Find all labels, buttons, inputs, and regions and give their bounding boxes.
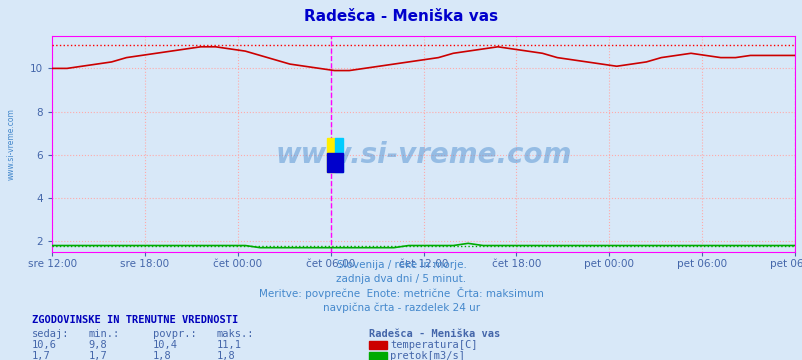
Text: ZGODOVINSKE IN TRENUTNE VREDNOSTI: ZGODOVINSKE IN TRENUTNE VREDNOSTI [32, 315, 238, 325]
Text: min.:: min.: [88, 329, 119, 339]
Text: temperatura[C]: temperatura[C] [390, 340, 477, 350]
Bar [326, 138, 334, 172]
Text: zadnja dva dni / 5 minut.: zadnja dva dni / 5 minut. [336, 274, 466, 284]
Text: 9,8: 9,8 [88, 340, 107, 350]
Bar [326, 153, 343, 172]
Text: sedaj:: sedaj: [32, 329, 70, 339]
Text: 1,7: 1,7 [88, 351, 107, 360]
Text: povpr.:: povpr.: [152, 329, 196, 339]
Text: pretok[m3/s]: pretok[m3/s] [390, 351, 464, 360]
Text: 10,4: 10,4 [152, 340, 177, 350]
Text: Radešca - Meniška vas: Radešca - Meniška vas [304, 9, 498, 24]
Text: maks.:: maks.: [217, 329, 254, 339]
Text: Meritve: povprečne  Enote: metrične  Črta: maksimum: Meritve: povprečne Enote: metrične Črta:… [259, 287, 543, 300]
Text: Radešca - Meniška vas: Radešca - Meniška vas [369, 329, 500, 339]
Text: 1,7: 1,7 [32, 351, 51, 360]
Text: www.si-vreme.com: www.si-vreme.com [6, 108, 15, 180]
Text: Slovenija / reke in morje.: Slovenija / reke in morje. [336, 260, 466, 270]
Text: 1,8: 1,8 [152, 351, 171, 360]
Text: navpična črta - razdelek 24 ur: navpična črta - razdelek 24 ur [322, 302, 480, 313]
Text: 10,6: 10,6 [32, 340, 57, 350]
Text: www.si-vreme.com: www.si-vreme.com [275, 141, 571, 169]
Text: 1,8: 1,8 [217, 351, 235, 360]
Text: 11,1: 11,1 [217, 340, 241, 350]
Bar [334, 138, 343, 172]
